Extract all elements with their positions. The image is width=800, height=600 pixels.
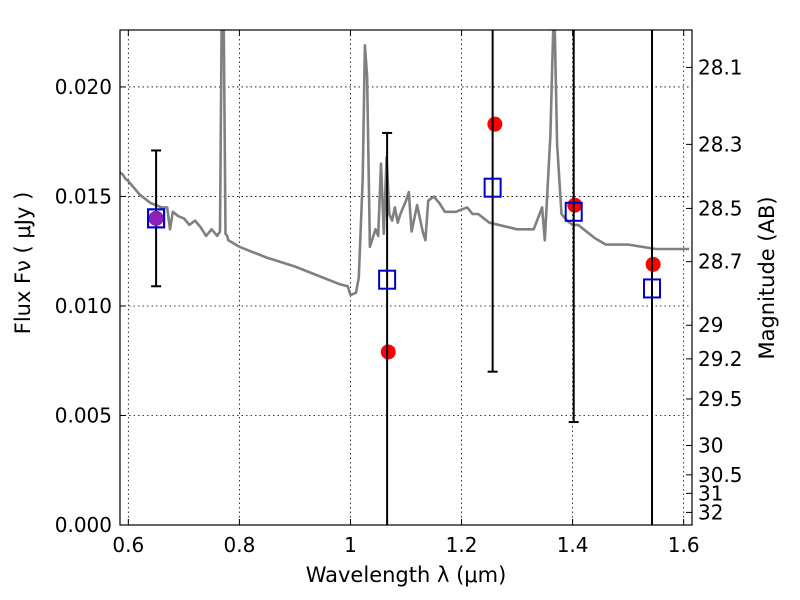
x-tick-label: 1.6 xyxy=(668,533,700,557)
grid xyxy=(120,30,692,526)
x-tick-label: 0.8 xyxy=(223,533,255,557)
overlap-point xyxy=(148,210,164,226)
plot-frame xyxy=(119,29,693,526)
y-axis-title: Flux Fν ( μJy ) xyxy=(11,192,35,335)
y-tick-label: 0.010 xyxy=(55,294,112,318)
observed-flux-square xyxy=(147,208,166,229)
axis-ticks: 0.6 0.8 1 1.2 1.4 1.6 0.000 0.005 0.010 0.015 0.02… xyxy=(55,30,743,557)
y-tick-label: 0.015 xyxy=(55,184,112,208)
y2-tick-label: 30.5 xyxy=(698,463,743,487)
y-tick-label: 0.020 xyxy=(55,75,112,99)
model-flux-point xyxy=(645,256,661,272)
y2-tick-label: 28.7 xyxy=(698,250,743,274)
model-flux-point xyxy=(380,344,396,360)
observed-flux-square xyxy=(378,269,397,290)
model-flux-point xyxy=(567,197,583,213)
y2-tick-label: 28.3 xyxy=(698,132,743,156)
observed-flux-square xyxy=(643,278,662,299)
y2-tick-label: 31 xyxy=(698,481,723,505)
plot-area xyxy=(120,30,690,525)
y2-tick-label: 32 xyxy=(698,500,723,524)
y-tick-label: 0.005 xyxy=(55,403,112,427)
y2-tick-label: 28.1 xyxy=(698,55,743,79)
y2-tick-label: 30 xyxy=(698,433,723,457)
y2-tick-label: 29.5 xyxy=(698,387,743,411)
model-spectrum-line xyxy=(120,30,690,297)
x-tick-label: 0.6 xyxy=(112,533,144,557)
x-tick-label: 1.2 xyxy=(446,533,478,557)
y2-axis-title: Magnitude (AB) xyxy=(755,196,779,359)
x-tick-label: 1.4 xyxy=(557,533,589,557)
observed-flux-square xyxy=(564,201,583,222)
x-axis-title: Wavelength λ (μm) xyxy=(306,563,507,587)
y2-tick-label: 28.5 xyxy=(698,196,743,220)
y2-tick-label: 29 xyxy=(698,313,723,337)
x-tick-label: 1 xyxy=(344,533,357,557)
model-flux-point xyxy=(487,116,503,132)
y-tick-label: 0.000 xyxy=(55,513,112,537)
y2-tick-label: 29.2 xyxy=(698,347,743,371)
observed-flux-square xyxy=(483,177,502,198)
